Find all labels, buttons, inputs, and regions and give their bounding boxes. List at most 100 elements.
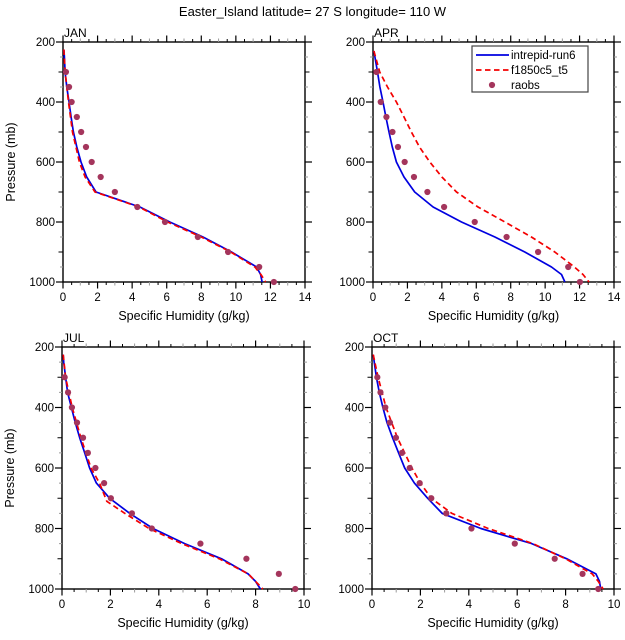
apr-raobs-dot bbox=[377, 98, 384, 106]
jan-raobs-dot bbox=[161, 218, 169, 226]
panel-oct: 0 2 4 6 8 10 200 400 600 800 1000 OCT Specific Humid… bbox=[338, 331, 621, 630]
apr-x-tick-label: 8 bbox=[508, 292, 514, 304]
jul-x-axis-title: Specific Humidity (g/kg) bbox=[117, 616, 248, 630]
jul-raobs-dot bbox=[243, 555, 250, 562]
jul-raobs-dots bbox=[61, 374, 299, 593]
jul-raobs-dot bbox=[84, 449, 91, 456]
oct-raobs-dot bbox=[386, 419, 394, 426]
oct-x-tick-label: 2 bbox=[417, 599, 423, 611]
jan-raobs-dot bbox=[73, 113, 80, 121]
oct-y-tick-label: 1000 bbox=[338, 584, 364, 596]
jan-raobs-dots bbox=[62, 68, 277, 286]
jul-raobs-dot bbox=[64, 389, 72, 396]
jan-x-tick-label: 10 bbox=[229, 292, 242, 304]
oct-y-tick-label: 200 bbox=[345, 342, 364, 354]
oct-raobs-dot bbox=[374, 374, 381, 381]
jan-x-tick-label: 8 bbox=[198, 292, 204, 304]
panel-apr: 0 2 4 6 8 10 12 14 200 400 600 800 1000 APR Specific H… bbox=[339, 26, 621, 323]
jul-x-tick-label: 0 bbox=[59, 599, 65, 611]
apr-x-tick-label: 10 bbox=[539, 292, 552, 304]
apr-raobs-dot bbox=[401, 158, 408, 166]
jan-x-tick-label: 2 bbox=[94, 292, 100, 304]
jan-y-tick-label: 400 bbox=[36, 97, 55, 109]
oct-y-tick-label: 600 bbox=[345, 463, 364, 475]
jan-raobs-dot bbox=[78, 128, 85, 136]
jul-raobs-dot bbox=[107, 495, 114, 502]
apr-raobs-dot bbox=[424, 188, 431, 196]
legend-dot-sample bbox=[488, 81, 496, 89]
panel-jan: 0 2 4 6 8 10 12 14 200 400 600 800 1000 JAN Specific H… bbox=[4, 26, 312, 323]
jan-raobs-dot bbox=[194, 233, 201, 241]
oct-raobs-dot bbox=[551, 555, 558, 562]
apr-x-tick-label: 14 bbox=[608, 292, 621, 304]
jul-x-tick-label: 2 bbox=[107, 599, 113, 611]
oct-raobs-dot bbox=[428, 495, 435, 502]
apr-y-tick-label: 600 bbox=[346, 157, 365, 169]
jan-y-tick-label: 800 bbox=[36, 217, 55, 229]
jul-y-tick-label: 1000 bbox=[28, 584, 54, 596]
apr-axis-ticks bbox=[366, 35, 621, 289]
jan-raobs-dot bbox=[68, 98, 75, 106]
jul-y-tick-label: 600 bbox=[35, 463, 54, 475]
apr-raobs-dots bbox=[373, 68, 584, 286]
jul-x-tick-label: 6 bbox=[204, 599, 210, 611]
apr-x-tick-label: 6 bbox=[473, 292, 479, 304]
jan-raobs-dot bbox=[256, 263, 263, 271]
oct-y-tick-label: 800 bbox=[345, 524, 364, 536]
oct-panel-label: OCT bbox=[373, 331, 399, 345]
jul-raobs-dot bbox=[101, 480, 108, 487]
jul-raobs-dot bbox=[292, 585, 299, 593]
oct-raobs-dot bbox=[511, 540, 518, 547]
oct-raobs-dot bbox=[579, 570, 586, 577]
oct-raobs-dot bbox=[398, 449, 406, 456]
oct-raobs-dot bbox=[595, 585, 602, 593]
jan-y-tick-label: 200 bbox=[36, 37, 55, 49]
apr-f1850c5_t5-line bbox=[373, 50, 590, 283]
legend-label: raobs bbox=[511, 80, 540, 92]
jan-raobs-dot bbox=[111, 188, 118, 196]
jul-raobs-dot bbox=[79, 434, 87, 441]
legend-label: f1850c5_t5 bbox=[511, 65, 568, 77]
apr-y-tick-label: 800 bbox=[346, 217, 365, 229]
jul-y-tick-label: 800 bbox=[35, 524, 54, 536]
apr-raobs-dot bbox=[471, 218, 478, 226]
apr-raobs-dot bbox=[394, 143, 402, 151]
apr-raobs-dot bbox=[534, 248, 542, 256]
jul-y-tick-label: 400 bbox=[35, 403, 54, 415]
apr-x-tick-label: 12 bbox=[573, 292, 586, 304]
oct-raobs-dot bbox=[377, 389, 384, 396]
jan-x-tick-label: 6 bbox=[164, 292, 170, 304]
jan-y-tick-label: 600 bbox=[36, 157, 55, 169]
jan-x-tick-label: 12 bbox=[264, 292, 277, 304]
jan-y-axis-title: Pressure (mb) bbox=[4, 122, 18, 201]
oct-x-tick-label: 4 bbox=[466, 599, 473, 611]
jul-raobs-dot bbox=[68, 404, 76, 411]
oct-intrepid-run6-line bbox=[372, 354, 602, 590]
jan-raobs-dot bbox=[224, 248, 232, 256]
jul-raobs-dot bbox=[61, 374, 68, 381]
oct-x-tick-label: 0 bbox=[369, 599, 375, 611]
panel-jul: 0 2 4 6 8 10 200 400 600 800 1000 JUL Specific Humid… bbox=[3, 331, 311, 630]
apr-x-tick-label: 0 bbox=[370, 292, 376, 304]
apr-raobs-dot bbox=[440, 203, 448, 211]
jan-f1850c5_t5-line bbox=[63, 49, 267, 283]
apr-y-tick-label: 400 bbox=[346, 97, 365, 109]
jul-raobs-dot bbox=[92, 464, 99, 472]
jan-x-tick-label: 4 bbox=[129, 292, 136, 304]
jan-intrepid-run6-line bbox=[63, 49, 263, 283]
apr-x-tick-label: 4 bbox=[439, 292, 446, 304]
apr-raobs-dot bbox=[383, 113, 390, 121]
jul-raobs-dot bbox=[73, 419, 81, 426]
jul-raobs-dot bbox=[148, 525, 155, 532]
apr-y-tick-label: 200 bbox=[346, 37, 365, 49]
apr-intrepid-run6-line bbox=[373, 50, 566, 283]
oct-raobs-dot bbox=[382, 404, 389, 411]
oct-x-tick-label: 8 bbox=[562, 599, 568, 611]
apr-panel-label: APR bbox=[374, 26, 399, 40]
jul-y-tick-label: 200 bbox=[35, 342, 54, 354]
jan-y-tick-label: 1000 bbox=[29, 277, 55, 289]
apr-x-tick-label: 2 bbox=[404, 292, 410, 304]
jan-raobs-dot bbox=[97, 173, 104, 181]
